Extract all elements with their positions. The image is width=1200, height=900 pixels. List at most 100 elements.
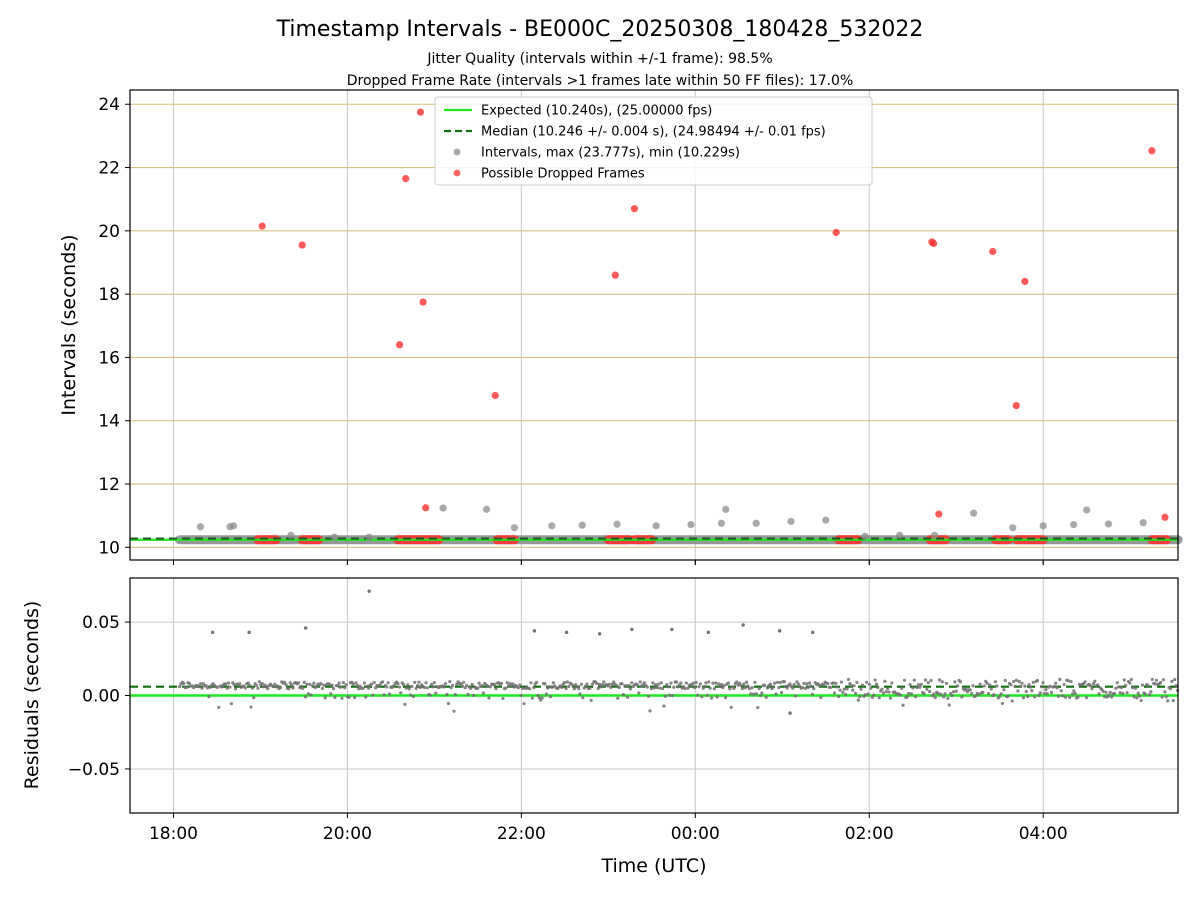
residual-point: [856, 698, 860, 702]
residual-point: [343, 686, 347, 690]
residual-point: [480, 684, 484, 688]
residual-point: [936, 691, 940, 695]
residual-point: [649, 687, 653, 691]
residual-point: [992, 693, 996, 697]
residual-point: [782, 680, 786, 684]
dropped-frame-point: [630, 205, 639, 213]
residual-point: [464, 683, 469, 688]
dropped-frame-point: [419, 298, 427, 306]
residual-point: [1049, 690, 1054, 695]
residual-point: [674, 680, 679, 684]
residual-outlier-point: [597, 632, 602, 636]
residual-outlier-point: [741, 623, 745, 627]
residual-point: [726, 681, 730, 685]
interval-point: [861, 532, 869, 540]
residual-point: [803, 686, 807, 690]
residual-point: [1066, 679, 1070, 683]
residual-point: [238, 682, 242, 686]
residual-point: [810, 692, 814, 696]
residual-point: [406, 683, 410, 687]
residual-point: [385, 685, 389, 689]
residual-point: [341, 680, 345, 685]
residual-point: [732, 686, 736, 691]
legend: Expected (10.240s), (25.00000 fps) Median…: [434, 96, 873, 186]
residual-point: [944, 681, 949, 685]
residual-point: [764, 695, 768, 700]
residual-point: [415, 684, 420, 688]
interval-point: [652, 522, 660, 530]
residual-point: [620, 681, 624, 686]
residual-outlier-point: [564, 630, 569, 635]
residual-point: [666, 685, 670, 689]
residual-point: [504, 686, 508, 690]
residual-point: [243, 686, 247, 690]
residual-point: [1147, 693, 1152, 697]
residual-point: [287, 687, 291, 691]
intervals-y-tick-label: 10: [98, 538, 120, 558]
residual-point: [198, 682, 203, 686]
residual-point: [715, 695, 719, 699]
residual-point: [735, 680, 739, 684]
residual-point: [740, 687, 744, 691]
residual-point: [907, 691, 911, 696]
residual-point: [800, 685, 805, 690]
residual-point: [1026, 694, 1030, 699]
residual-point: [621, 693, 625, 697]
residual-point: [337, 681, 341, 685]
residual-point: [1161, 678, 1166, 682]
residual-point: [492, 682, 497, 686]
residual-point: [614, 683, 618, 688]
residual-point: [329, 692, 333, 696]
residual-outlier-point: [367, 589, 371, 593]
residual-point: [958, 680, 963, 684]
legend-swatch-dot: [453, 169, 461, 177]
residual-outlier-point: [670, 627, 674, 632]
residual-point: [940, 680, 944, 684]
residual-point: [487, 696, 491, 700]
interval-point: [787, 517, 795, 525]
residual-point: [841, 690, 845, 695]
residuals-y-axis-label: Residuals (seconds): [21, 601, 43, 790]
residual-point: [303, 695, 308, 699]
residual-point: [357, 687, 361, 691]
residual-point: [932, 692, 936, 696]
interval-point: [687, 520, 695, 529]
residual-point: [712, 687, 716, 691]
legend-swatch-dot: [453, 148, 461, 156]
residual-point: [452, 709, 456, 713]
residual-point: [425, 686, 429, 690]
residual-point: [915, 685, 919, 690]
residual-point: [585, 682, 589, 686]
residual-point: [331, 687, 336, 691]
residual-point: [520, 686, 525, 690]
residual-point: [322, 683, 326, 687]
residual-point: [1061, 694, 1065, 698]
residual-point: [177, 685, 182, 689]
residual-point: [1136, 691, 1140, 695]
residual-point: [819, 696, 823, 700]
legend-box: [434, 96, 873, 186]
residual-point: [635, 683, 639, 687]
residual-point: [704, 681, 708, 685]
residuals-x-tick-label: 20:00: [323, 824, 372, 844]
residual-point: [1166, 699, 1170, 703]
residual-point: [978, 682, 982, 686]
residual-point: [564, 686, 568, 691]
residual-point: [922, 691, 926, 696]
residual-point: [876, 686, 880, 690]
residual-point: [278, 686, 282, 690]
intervals-y-tick-label: 14: [98, 412, 120, 432]
residual-point: [729, 705, 733, 709]
interval-point: [439, 504, 447, 512]
residual-point: [340, 696, 344, 700]
residual-point: [411, 694, 415, 699]
residual-point: [870, 695, 874, 700]
residual-point: [970, 691, 974, 696]
dropped-frame-point: [258, 222, 266, 230]
residuals-x-tick-label: 02:00: [845, 824, 894, 844]
residual-point: [886, 686, 890, 691]
residual-point: [450, 683, 455, 687]
residual-point: [579, 682, 583, 686]
residual-point: [529, 681, 533, 685]
residual-point: [543, 682, 547, 686]
